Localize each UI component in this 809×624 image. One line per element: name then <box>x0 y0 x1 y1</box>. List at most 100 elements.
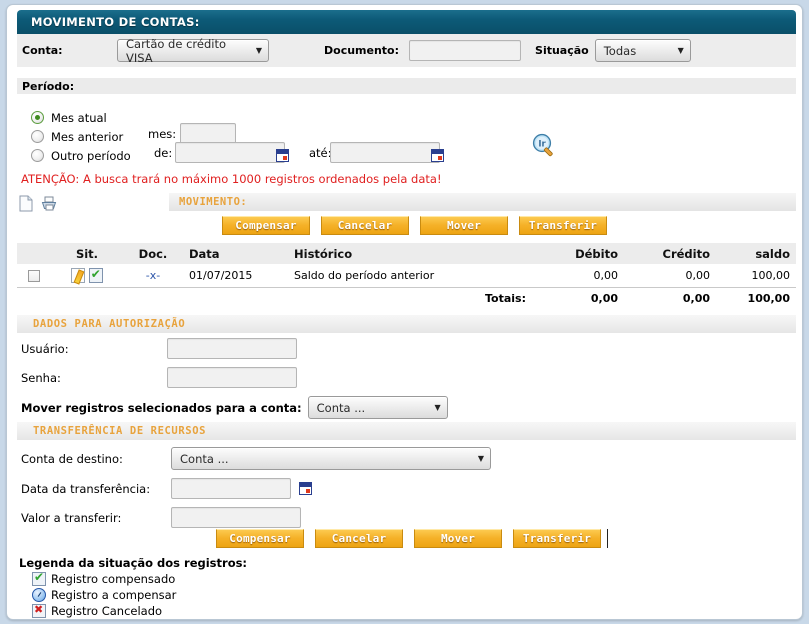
row-debito: 0,00 <box>532 264 624 287</box>
calendar-icon[interactable] <box>299 482 312 495</box>
cancelar-button-bottom[interactable]: Cancelar <box>315 529 403 548</box>
legend-label-cancelado: Registro Cancelado <box>51 604 163 618</box>
compensar-button-top[interactable]: Compensar <box>222 216 310 235</box>
senha-row: Senha: <box>21 367 297 388</box>
de-date-input[interactable] <box>175 142 285 163</box>
conta-destino-select[interactable]: Conta ... ▼ <box>171 447 491 470</box>
chevron-down-icon: ▼ <box>434 403 441 412</box>
totals-saldo: 100,00 <box>716 286 796 309</box>
print-icon[interactable] <box>41 196 58 212</box>
calendar-icon[interactable] <box>276 149 289 162</box>
radio-mes-anterior[interactable]: Mes anterior <box>31 127 123 146</box>
radio-outro-periodo-label: Outro período <box>51 148 131 163</box>
row-select-checkbox[interactable] <box>28 269 40 282</box>
legend-label-a-compensar: Registro a compensar <box>51 588 177 602</box>
col-credito: Crédito <box>624 243 716 264</box>
legend-label-compensado: Registro compensado <box>51 572 176 586</box>
movimento-de-contas-panel: MOVIMENTO DE CONTAS: Conta: Cartão de cr… <box>6 4 803 620</box>
chevron-down-icon: ▼ <box>677 46 684 55</box>
search-go-icon[interactable]: Ir <box>531 132 559 160</box>
table-totals-row: Totais: 0,00 0,00 100,00 <box>17 286 796 309</box>
compensar-button-bottom[interactable]: Compensar <box>216 529 304 548</box>
text-cursor <box>607 529 608 548</box>
svg-text:Ir: Ir <box>538 140 546 150</box>
situacao-select[interactable]: Todas ▼ <box>594 39 691 62</box>
row-checkbox-cell <box>17 264 51 287</box>
mover-button-bottom[interactable]: Mover <box>414 529 502 548</box>
situacao-label: Situação <box>535 44 589 57</box>
legend-item-cancelado: Registro Cancelado <box>19 603 247 618</box>
valor-transferir-label: Valor a transferir: <box>21 510 122 525</box>
documento-label: Documento: <box>324 44 400 57</box>
ate-date-input[interactable] <box>330 142 440 163</box>
radio-outro-periodo[interactable]: Outro período <box>31 146 131 165</box>
toolbar-icons <box>19 195 58 212</box>
conta-label: Conta: <box>22 44 63 57</box>
cancelled-x-icon <box>32 603 46 618</box>
movimento-table: Sit. Doc. Data Histórico Débito Crédito … <box>17 243 796 309</box>
page-title: MOVIMENTO DE CONTAS: <box>31 15 200 29</box>
periodo-section-header: Período: <box>17 78 796 94</box>
senha-input[interactable] <box>167 367 297 388</box>
legend-item-a-compensar: Registro a compensar <box>19 588 247 602</box>
periodo-section-body: Mes atual Mes anterior Outro período mes… <box>17 94 796 171</box>
valor-transferir-input[interactable] <box>171 507 301 528</box>
totals-debito: 0,00 <box>532 286 624 309</box>
totals-credito: 0,00 <box>624 286 716 309</box>
compensated-check-icon <box>32 570 46 586</box>
senha-label: Senha: <box>21 370 61 385</box>
radio-button-icon[interactable] <box>31 111 44 124</box>
conta-destino-label: Conta de destino: <box>21 451 123 466</box>
mover-button-top[interactable]: Mover <box>420 216 508 235</box>
de-label: de: <box>154 146 173 160</box>
mes-input[interactable] <box>180 123 236 144</box>
pencil-edit-icon[interactable] <box>71 267 86 283</box>
filter-bar: Conta: Cartão de crédito VISA ▼ Document… <box>17 34 796 67</box>
autorizacao-section-label: DADOS PARA AUTORIZAÇÃO <box>33 318 186 330</box>
chevron-down-icon: ▼ <box>477 454 484 463</box>
chevron-down-icon: ▼ <box>255 46 262 55</box>
movimento-section-label: MOVIMENTO: <box>179 196 248 208</box>
transferir-button-top[interactable]: Transferir <box>519 216 607 235</box>
radio-mes-anterior-label: Mes anterior <box>51 129 124 144</box>
col-saldo: saldo <box>716 243 796 264</box>
warning-message: ATENÇÃO: A busca trará no máximo 1000 re… <box>21 172 442 186</box>
row-credito: 0,00 <box>624 264 716 287</box>
usuario-input[interactable] <box>167 338 297 359</box>
documento-input[interactable] <box>409 40 522 61</box>
conta-destino-select-value: Conta ... <box>180 451 229 466</box>
conta-select-value: Cartão de crédito VISA <box>126 36 226 65</box>
usuario-row: Usuário: <box>21 338 297 359</box>
row-historico: Saldo do período anterior <box>288 264 532 287</box>
mover-conta-select[interactable]: Conta ... ▼ <box>307 396 448 419</box>
col-select <box>17 243 51 264</box>
pending-clock-icon <box>32 588 46 602</box>
mes-label: mes: <box>148 127 177 141</box>
mover-conta-row: Mover registros selecionados para a cont… <box>21 396 448 419</box>
radio-button-icon[interactable] <box>31 130 44 143</box>
row-doc: -x- <box>123 264 183 287</box>
table-row[interactable]: -x- 01/07/2015 Saldo do período anterior… <box>17 264 796 287</box>
export-document-icon[interactable] <box>19 195 33 212</box>
col-doc: Doc. <box>123 243 183 264</box>
cancelar-button-top[interactable]: Cancelar <box>321 216 409 235</box>
radio-mes-atual-label: Mes atual <box>51 110 107 125</box>
mover-conta-label: Mover registros selecionados para a cont… <box>21 400 302 415</box>
legend-item-compensado: Registro compensado <box>19 570 247 586</box>
compensated-check-icon[interactable] <box>88 267 103 283</box>
mover-conta-select-value: Conta ... <box>316 400 366 415</box>
movimento-section-header: MOVIMENTO: <box>169 193 796 211</box>
situacao-select-value: Todas <box>603 43 637 58</box>
radio-mes-atual[interactable]: Mes atual <box>31 108 107 127</box>
calendar-icon[interactable] <box>431 149 444 162</box>
col-debito: Débito <box>532 243 624 264</box>
radio-button-icon[interactable] <box>31 149 44 162</box>
legend: Legenda da situação dos registros: Regis… <box>19 556 247 618</box>
data-transferencia-input[interactable] <box>171 478 291 499</box>
conta-select[interactable]: Cartão de crédito VISA ▼ <box>117 36 269 65</box>
action-buttons-top: Compensar Cancelar Mover Transferir <box>222 216 607 235</box>
transferir-button-bottom[interactable]: Transferir <box>513 529 601 548</box>
periodo-section-label: Período: <box>22 79 75 93</box>
transferencia-section-label: TRANSFERÊNCIA DE RECURSOS <box>33 425 207 437</box>
ate-label: até: <box>309 146 332 160</box>
